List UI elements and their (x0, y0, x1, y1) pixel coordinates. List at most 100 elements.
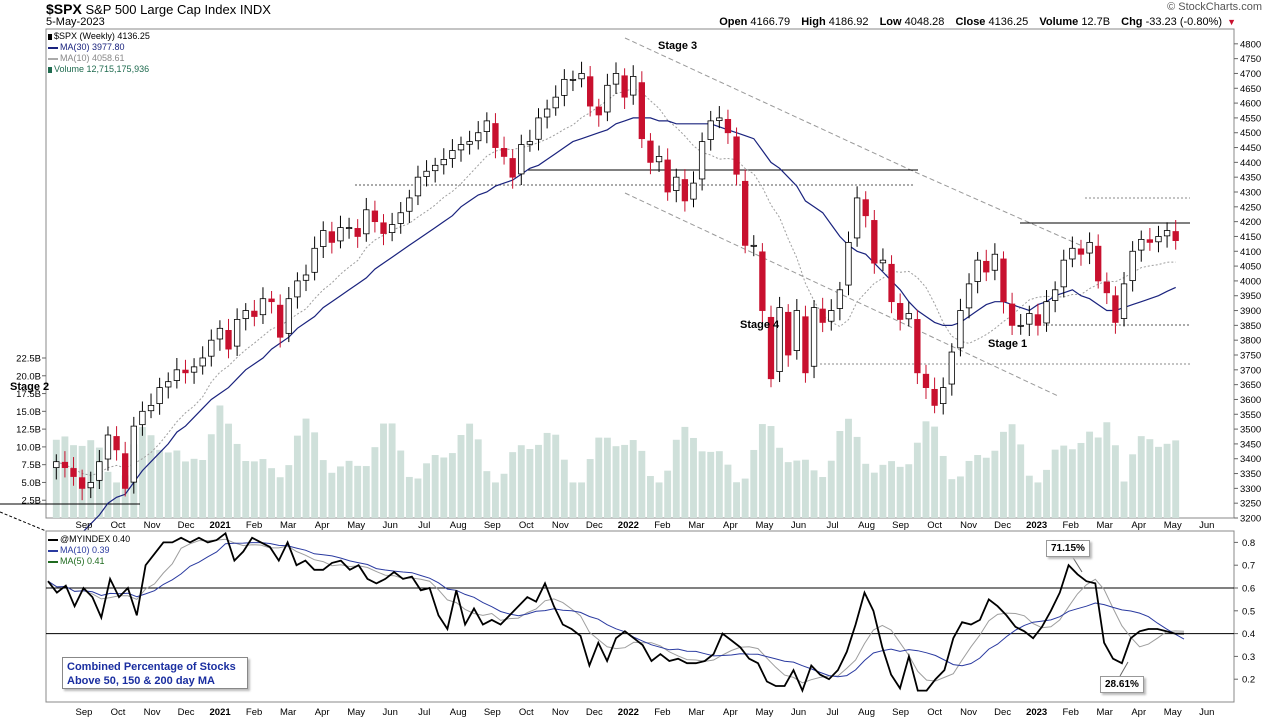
y-tick-label: 4500 (1240, 128, 1261, 139)
candle-down (122, 453, 129, 489)
candle-up (1155, 236, 1162, 243)
candle-up (320, 230, 327, 247)
candle-down (802, 316, 809, 374)
volume-bar (466, 423, 474, 518)
volume-bar (578, 482, 586, 518)
candle-up (561, 78, 568, 96)
legend-price: $SPX (Weekly) 4136.25 (48, 31, 150, 42)
volume-bar (965, 460, 973, 518)
candle-up (337, 227, 344, 242)
myindex-line (47, 531, 1184, 694)
x-tick-label: Aug (858, 520, 875, 531)
x-tick-label-lower: Apr (315, 707, 330, 718)
volume-bar (905, 464, 913, 518)
volume-bar (121, 475, 129, 518)
candle-down (1103, 281, 1110, 294)
volume-bar (138, 427, 146, 518)
candle-down (587, 76, 594, 107)
volume-bar (569, 482, 577, 518)
candle-down (681, 179, 689, 202)
volume-bar (595, 437, 603, 518)
candle-up (526, 141, 534, 145)
y-tick-label: 3650 (1240, 380, 1261, 391)
volume-bar (517, 445, 525, 518)
candle-up (991, 253, 999, 271)
stage4-label: Stage 4 (740, 319, 780, 331)
x-tick-label-lower: Aug (450, 707, 467, 718)
volume-bar (1111, 445, 1119, 518)
volume-bar (948, 479, 956, 518)
candle-down (70, 468, 77, 477)
candle-up (879, 259, 887, 264)
volume-bar (233, 443, 241, 518)
volume-bar (913, 442, 921, 518)
volume-bar (655, 482, 663, 518)
volume-tick-label: 22.5B (16, 354, 41, 365)
x-tick-label: Jul (418, 520, 430, 531)
volume-bar (931, 426, 939, 518)
candle-down (595, 106, 602, 116)
volume-bar (1129, 454, 1137, 518)
y-tick-label: 3200 (1240, 514, 1261, 525)
candle-up (457, 144, 465, 151)
candle-down (888, 263, 895, 303)
volume-bar (664, 470, 672, 518)
candle-down (1172, 231, 1179, 242)
ind-y-tick-label: 0.4 (1242, 629, 1255, 640)
candle-up (655, 156, 663, 163)
volume-bar (1077, 442, 1085, 518)
volume-bar (784, 462, 792, 518)
volume-bar (1146, 439, 1154, 518)
volume-bar (259, 459, 267, 518)
candle-down (1077, 248, 1085, 255)
x-tick-label: May (1164, 520, 1182, 531)
volume-bar (741, 478, 749, 518)
x-tick-label-lower: Apr (723, 707, 738, 718)
volume-bar (250, 461, 258, 518)
candle-up (285, 298, 292, 334)
volume-bar (414, 478, 422, 518)
open-value: 4166.79 (750, 16, 791, 28)
y-tick-label: 3800 (1240, 336, 1261, 347)
x-tick-label: Feb (246, 520, 262, 531)
candle-down (1146, 239, 1154, 243)
candle-up (569, 78, 577, 81)
x-tick-label-lower: Feb (1062, 707, 1078, 718)
candle-down (1112, 295, 1119, 323)
volume-bar (483, 471, 491, 518)
volume-bar (750, 449, 758, 518)
volume-bar (319, 460, 327, 518)
chart-date: 5-May-2023 (46, 16, 105, 28)
volume-bar (870, 472, 878, 518)
candle-up (208, 339, 215, 357)
x-tick-label: Jun (1199, 520, 1214, 531)
ind-ma10-line (47, 542, 1185, 678)
volume-bar (457, 435, 465, 518)
candle-up (707, 120, 714, 140)
volume-bar (612, 446, 620, 518)
volume-bars (52, 405, 1180, 518)
note-line-1: Combined Percentage of Stocks (67, 661, 236, 673)
x-tick-label: Feb (654, 520, 670, 531)
x-tick-label: Jul (826, 520, 838, 531)
candle-up (905, 313, 912, 320)
volume-bar (500, 473, 508, 518)
x-tick-label: Nov (144, 520, 161, 531)
y-tick-label: 4450 (1240, 143, 1261, 154)
volume-bar (1051, 449, 1059, 518)
candle-up (406, 197, 413, 212)
candle-up (1163, 230, 1171, 237)
x-tick-label: Dec (994, 520, 1011, 531)
candle-down (380, 222, 387, 234)
trendlines (0, 37, 1190, 532)
volume-bar (982, 457, 990, 518)
high-label: High (801, 16, 826, 28)
callout-high: 71.15% (1046, 540, 1090, 557)
candle-down (767, 316, 775, 380)
y-tick-label: 3250 (1240, 499, 1261, 510)
volume-bar (1034, 482, 1042, 518)
symbol: $SPX (46, 1, 82, 17)
x-tick-label-lower: May (1164, 707, 1182, 718)
candle-up (552, 96, 559, 109)
